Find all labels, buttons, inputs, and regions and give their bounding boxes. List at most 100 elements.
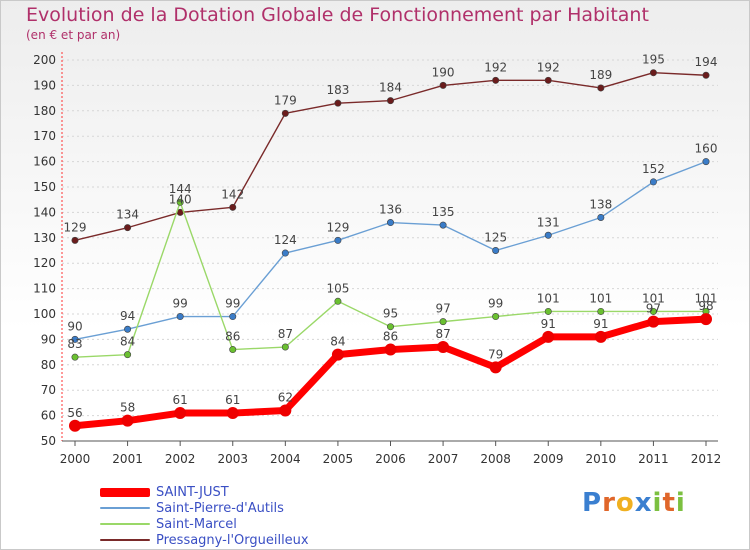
- logo-letter: P: [582, 488, 603, 518]
- y-tick-label: 60: [41, 409, 56, 423]
- series-point-0: [647, 315, 660, 328]
- series-point-1: [71, 335, 79, 343]
- series-point-0: [331, 348, 344, 361]
- series-point-2: [334, 297, 342, 305]
- series-point-0: [174, 407, 187, 420]
- series-point-0: [69, 419, 81, 432]
- data-label-2: 101: [589, 291, 612, 305]
- series-point-2: [71, 353, 79, 361]
- data-label-2: 87: [278, 327, 293, 341]
- y-tick-label: 90: [41, 332, 56, 346]
- series-point-1: [649, 178, 657, 186]
- data-label-3: 190: [432, 65, 455, 79]
- x-tick-label: 2009: [533, 452, 564, 466]
- data-label-2: 95: [383, 307, 398, 321]
- data-label-1: 90: [67, 319, 82, 333]
- y-tick-label: 130: [33, 231, 56, 245]
- data-label-1: 94: [120, 309, 135, 323]
- series-point-3: [71, 236, 79, 244]
- series-point-2: [386, 323, 394, 331]
- series-point-1: [702, 158, 710, 166]
- series-point-1: [597, 213, 605, 221]
- series-point-0: [594, 330, 607, 343]
- x-tick-label: 2007: [428, 452, 459, 466]
- x-tick-label: 2004: [270, 452, 301, 466]
- data-label-3: 192: [484, 60, 507, 74]
- series-point-1: [439, 221, 447, 229]
- legend-label-pressagny: Pressagny-l'Orgueilleux: [156, 532, 309, 548]
- data-label-2: 101: [642, 291, 665, 305]
- data-label-2: 97: [435, 302, 450, 316]
- data-label-2: 105: [326, 281, 349, 295]
- data-label-0: 98: [698, 299, 713, 313]
- series-point-1: [334, 236, 342, 244]
- chart-subtitle: (en € et par an): [26, 28, 121, 42]
- data-label-1: 135: [432, 205, 455, 219]
- data-label-1: 160: [695, 142, 718, 156]
- data-label-1: 129: [326, 220, 349, 234]
- legend-label-saint-just: SAINT-JUST: [156, 484, 229, 500]
- series-point-2: [544, 307, 552, 315]
- series-point-1: [229, 313, 237, 321]
- data-label-0: 61: [173, 393, 188, 407]
- y-tick-label: 150: [33, 180, 56, 194]
- y-tick-label: 70: [41, 383, 56, 397]
- data-label-3: 179: [274, 93, 297, 107]
- data-label-2: 83: [67, 337, 82, 351]
- legend-swatch-saint-marcel: [100, 523, 150, 525]
- series-point-0: [226, 407, 239, 420]
- series-point-2: [649, 307, 657, 315]
- logo-letter: t: [662, 488, 676, 518]
- data-label-3: 195: [642, 53, 665, 67]
- series-point-2: [229, 346, 237, 354]
- series-point-0: [700, 313, 712, 326]
- data-label-0: 58: [120, 401, 135, 415]
- series-point-0: [121, 414, 134, 427]
- data-label-0: 91: [541, 317, 556, 331]
- series-point-3: [544, 76, 552, 84]
- y-tick-label: 160: [33, 155, 56, 169]
- x-tick-label: 2003: [217, 452, 248, 466]
- data-label-0: 84: [330, 335, 345, 349]
- y-tick-label: 140: [33, 205, 56, 219]
- chart-legend: SAINT-JUST Saint-Pierre-d'Autils Saint-M…: [100, 484, 360, 548]
- legend-item-pressagny: Pressagny-l'Orgueilleux: [100, 532, 360, 548]
- data-label-3: 134: [116, 208, 139, 222]
- data-label-3: 183: [326, 83, 349, 97]
- legend-label-saint-marcel: Saint-Marcel: [156, 516, 237, 532]
- y-tick-label: 190: [33, 78, 56, 92]
- data-label-3: 129: [64, 220, 87, 234]
- series-point-1: [124, 325, 132, 333]
- x-tick-label: 2006: [375, 452, 406, 466]
- data-label-3: 142: [221, 187, 244, 201]
- series-point-0: [384, 343, 397, 356]
- series-point-0: [542, 330, 555, 343]
- series-point-3: [281, 109, 289, 117]
- x-tick-label: 2012: [691, 452, 722, 466]
- data-label-1: 99: [225, 297, 240, 311]
- data-label-2: 99: [488, 297, 503, 311]
- legend-swatch-pressagny: [100, 539, 150, 541]
- y-tick-label: 120: [33, 256, 56, 270]
- data-label-2: 101: [695, 291, 718, 305]
- data-label-1: 136: [379, 203, 402, 217]
- x-tick-label: 2011: [638, 452, 669, 466]
- data-label-0: 61: [225, 393, 240, 407]
- data-label-0: 86: [383, 330, 398, 344]
- series-point-3: [124, 224, 132, 232]
- chart-title: Evolution de la Dotation Globale de Fonc…: [26, 4, 649, 26]
- y-tick-label: 180: [33, 104, 56, 118]
- series-point-2: [176, 198, 184, 206]
- legend-item-saint-marcel: Saint-Marcel: [100, 516, 360, 532]
- x-tick-label: 2001: [112, 452, 143, 466]
- legend-item-saint-pierre: Saint-Pierre-d'Autils: [100, 500, 360, 516]
- data-label-1: 124: [274, 233, 297, 247]
- proxiti-logo: Proxiti: [582, 488, 686, 518]
- series-point-3: [649, 69, 657, 77]
- data-label-2: 101: [537, 291, 560, 305]
- y-tick-label: 80: [41, 358, 56, 372]
- data-label-0: 62: [278, 391, 293, 405]
- series-point-3: [229, 203, 237, 211]
